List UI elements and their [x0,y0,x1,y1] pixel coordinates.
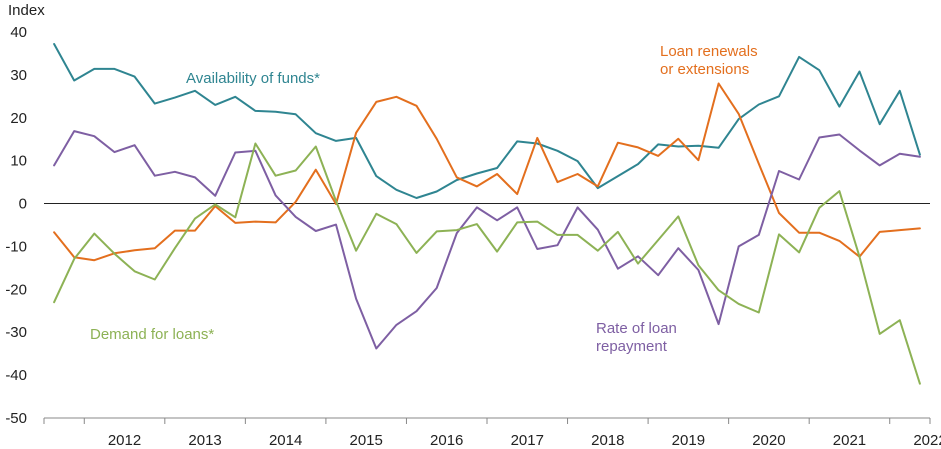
series-label-line: or extensions [660,61,749,78]
series-label-line: Demand for loans* [90,326,214,343]
series-label-loan-renewals-or-extensions: Loan renewals or extensions [660,43,758,78]
x-tick-label: 2018 [591,432,624,449]
x-tick-label: 2017 [511,432,544,449]
series-lines [53,43,921,385]
y-tick-label: -40 [5,367,27,384]
y-tick-label: -30 [5,324,27,341]
series-labels: Availability of funds* Loan renewals or ex… [90,43,758,355]
y-tick-label: 10 [10,153,27,170]
series-label-line: repayment [596,338,668,355]
x-tick-label: 2021 [833,432,866,449]
x-tick-label: 2016 [430,432,463,449]
series-line-demand-for-loans [53,142,921,385]
x-axis-tick-labels: 2012 2013 2014 2015 2016 2017 2018 2019 2020 2021… [108,432,941,449]
series-label-line: Availability of funds* [186,70,320,87]
x-tick-label: 2015 [349,432,382,449]
y-tick-label: 40 [10,24,27,41]
series-label-availability-of-funds: Availability of funds* [186,70,320,87]
series-line-rate-of-loan-repayment [53,130,921,350]
series-label-rate-of-loan-repayment: Rate of loan repayment [596,320,677,355]
x-tick-label: 2012 [108,432,141,449]
y-tick-label: 20 [10,110,27,127]
series-line-loan-renewals-or-extensions [53,82,921,262]
x-tick-label: 2020 [752,432,785,449]
y-tick-label: -10 [5,238,27,255]
x-tick-label: 2019 [672,432,705,449]
series-label-demand-for-loans: Demand for loans* [90,326,214,343]
x-tick-label: 2022 [913,432,941,449]
series-line-availability-of-funds [53,43,921,199]
x-tick-label: 2013 [188,432,221,449]
y-axis-label: Index [8,2,45,19]
series-label-line: Rate of loan [596,320,677,337]
y-tick-label: 30 [10,67,27,84]
series-label-line: Loan renewals [660,43,758,60]
y-tick-label: -50 [5,410,27,427]
y-tick-label: 0 [19,196,27,213]
y-axis-ticks: 40 30 20 10 0 -10 -20 -30 -40 -50 [5,24,27,427]
x-axis-ticks [43,418,931,424]
x-tick-label: 2014 [269,432,302,449]
y-tick-label: -20 [5,281,27,298]
